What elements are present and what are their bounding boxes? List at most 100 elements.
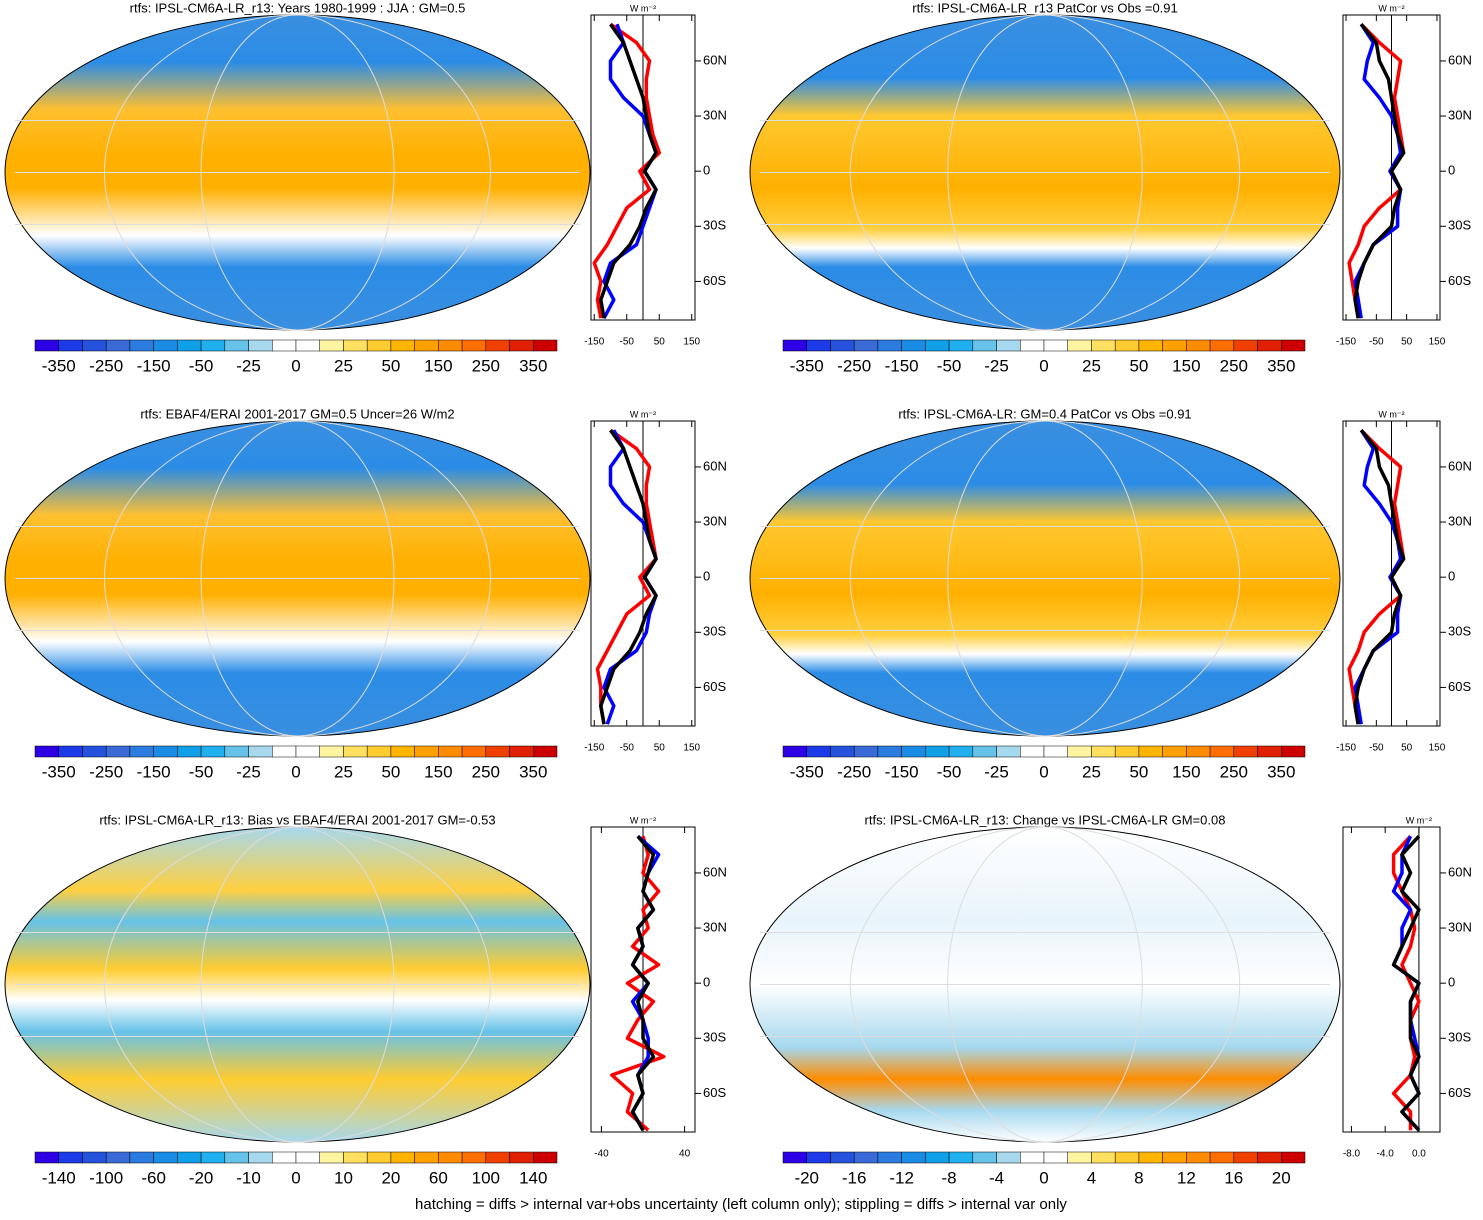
colorbar-box: [485, 1151, 510, 1164]
colorbar-box: [948, 339, 974, 352]
colorbar-label: -350: [42, 356, 76, 375]
colorbar-box: [533, 1151, 558, 1164]
colorbar-box: [877, 339, 902, 352]
colorbar-box: [509, 339, 534, 352]
colorbar-label: -20: [794, 1168, 819, 1187]
y-tick-label: 30N: [703, 513, 727, 528]
colorbar-box: [1067, 745, 1092, 758]
colorbar-box: [1209, 745, 1235, 758]
colorbar-box: [1020, 339, 1045, 352]
colorbar-box: [901, 1151, 926, 1164]
colorbar-label: -8: [942, 1168, 957, 1187]
colorbar-box: [853, 1151, 879, 1164]
colorbar-box: [343, 745, 368, 758]
colorbar-box: [1186, 1151, 1211, 1164]
colorbar-box: [390, 1151, 415, 1164]
colorbar-label: 0: [1039, 356, 1048, 375]
colorbar-label: -150: [137, 762, 171, 781]
x-tick-label: -50: [1369, 337, 1384, 348]
colorbar-box: [224, 1151, 249, 1164]
colorbar-label: -150: [885, 762, 919, 781]
colorbar-box: [485, 339, 510, 352]
y-tick-label: 60N: [703, 458, 727, 473]
colorbar-label: 350: [1267, 356, 1295, 375]
colorbar-box: [461, 1151, 487, 1164]
colorbar-box: [853, 745, 879, 758]
x-tick-label: 40: [679, 1149, 691, 1160]
colorbar-label: 150: [424, 356, 452, 375]
y-tick-label: 60N: [1448, 458, 1472, 473]
colorbar-box: [34, 745, 59, 758]
colorbar-box: [782, 339, 807, 352]
panel-title: rtfs: IPSL-CM6A-LR_r13: Change vs IPSL-C…: [865, 812, 1226, 827]
colorbar-label: -350: [790, 762, 824, 781]
colorbar-box: [996, 1151, 1021, 1164]
colorbar-box: [877, 1151, 902, 1164]
colorbar-box: [58, 1151, 83, 1164]
colorbar-box: [948, 745, 974, 758]
zonal-line: [595, 428, 658, 725]
colorbar-box: [1209, 1151, 1235, 1164]
colorbar-label: -16: [842, 1168, 867, 1187]
colorbar-label: -250: [837, 762, 871, 781]
colorbar-box: [1067, 1151, 1092, 1164]
colorbar-box: [129, 745, 154, 758]
colorbar-box: [319, 1151, 344, 1164]
colorbar-box: [509, 1151, 534, 1164]
colorbar-box: [509, 745, 534, 758]
zonal-line: [1353, 23, 1406, 319]
colorbar-label: 50: [381, 762, 400, 781]
colorbar-label: 50: [381, 356, 400, 375]
colorbar-box: [461, 745, 487, 758]
colorbar-box: [1281, 745, 1306, 758]
x-tick-label: 50: [654, 337, 666, 348]
colorbar-box: [177, 745, 202, 758]
colorbar-label: 250: [472, 356, 500, 375]
colorbar-box: [153, 745, 178, 758]
colorbar-label: -12: [889, 1168, 914, 1187]
colorbar-label: 350: [519, 762, 547, 781]
colorbar-label: -50: [937, 762, 962, 781]
unit-label: W m⁻²: [630, 409, 656, 419]
colorbar-box: [925, 339, 950, 352]
colorbar-label: 4: [1087, 1168, 1096, 1187]
colorbar-box: [366, 1151, 392, 1164]
colorbar-box: [105, 1151, 131, 1164]
colorbar-box: [485, 745, 510, 758]
colorbar-label: 150: [424, 762, 452, 781]
colorbar-box: [105, 745, 131, 758]
colorbar-box: [224, 339, 249, 352]
colorbar-box: [414, 1151, 439, 1164]
y-tick-label: 0: [1448, 569, 1455, 584]
colorbar-box: [972, 339, 997, 352]
colorbar-box: [34, 1151, 59, 1164]
colorbar-box: [1162, 745, 1187, 758]
zonal-line: [630, 835, 656, 1132]
x-tick-label: 150: [683, 337, 700, 348]
y-tick-label: 0: [703, 163, 710, 178]
colorbar-box: [1138, 745, 1163, 758]
colorbar-label: -140: [42, 1168, 76, 1187]
x-tick-label: -50: [620, 337, 635, 348]
colorbar-box: [105, 339, 131, 352]
colorbar-label: 50: [1129, 762, 1148, 781]
colorbar-box: [248, 1151, 273, 1164]
colorbar-box: [200, 339, 226, 352]
x-tick-label: -150: [1336, 337, 1356, 348]
colorbar-label: 20: [1272, 1168, 1291, 1187]
colorbar-box: [153, 1151, 178, 1164]
colorbar-box: [58, 339, 83, 352]
colorbar-label: 140: [519, 1168, 547, 1187]
unit-label: W m⁻²: [630, 3, 656, 13]
colorbar-box: [461, 339, 487, 352]
colorbar-label: 0: [291, 1168, 300, 1187]
y-tick-label: 0: [1448, 975, 1455, 990]
y-tick-label: 30S: [703, 218, 726, 233]
y-tick-label: 30N: [1448, 107, 1472, 122]
colorbar-box: [1091, 1151, 1116, 1164]
colorbar-label: 350: [1267, 762, 1295, 781]
colorbar-box: [177, 339, 202, 352]
colorbar-label: 250: [1220, 762, 1248, 781]
colorbar-label: 350: [519, 356, 547, 375]
